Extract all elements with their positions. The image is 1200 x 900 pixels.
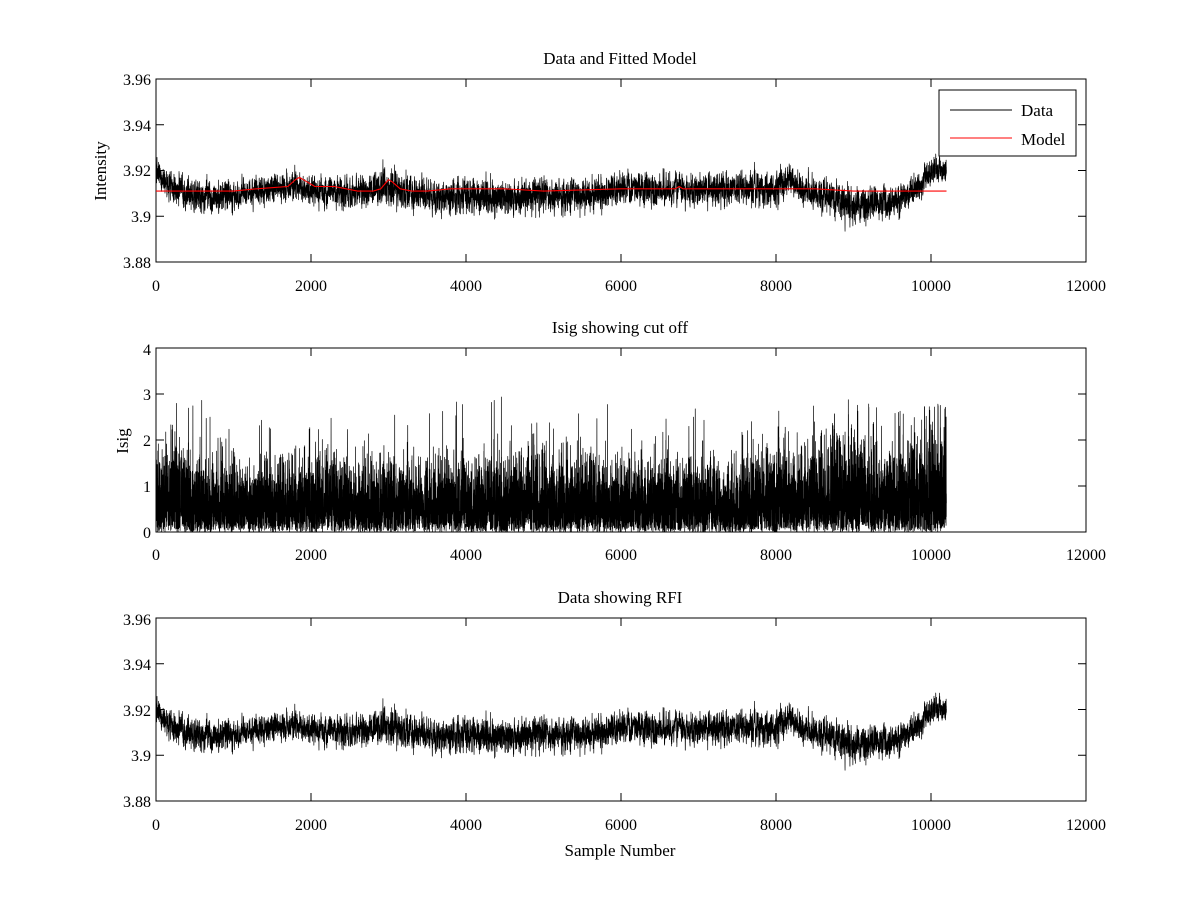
legend-label-data: Data	[1021, 101, 1054, 120]
subplot-data-and-fitted-model: Data and Fitted Model Intensity 0 2000 4…	[91, 49, 1106, 295]
subplot-3-ytick-labels: 3.88 3.9 3.92 3.94 3.96	[123, 612, 151, 811]
series-line-isig	[155, 396, 947, 533]
series-line-data	[155, 692, 947, 771]
subplot-2-ytick-label: 4	[143, 342, 151, 359]
subplot-1-xtick-labels: 0 2000 4000 6000 8000 10000 12000	[152, 278, 1106, 295]
subplot-1-xtick-label: 6000	[605, 278, 637, 295]
subplot-isig-cut-off: Isig showing cut off Isig 0 2000 4000 60…	[113, 318, 1106, 564]
subplot-2-ytick-label: 3	[143, 387, 151, 404]
subplot-1-ytick-label: 3.88	[123, 255, 151, 272]
subplot-3-xtick-label: 6000	[605, 817, 637, 834]
subplot-3-ticks	[155, 617, 1087, 802]
subplot-2-ytick-label: 1	[143, 479, 151, 496]
subplot-1-xtick-label: 0	[152, 278, 160, 295]
subplot-2-ytick-labels: 0 1 2 3 4	[143, 342, 151, 542]
subplot-3-ytick-label: 3.92	[123, 703, 151, 720]
subplot-3-ytick-label: 3.9	[131, 748, 151, 765]
subplot-2-ylabel: Isig	[113, 428, 132, 454]
subplot-1-xtick-label: 12000	[1066, 278, 1106, 295]
legend-box	[938, 89, 1077, 157]
subplot-3-xtick-label: 4000	[450, 817, 482, 834]
subplot-1-ytick-label: 3.94	[123, 118, 151, 135]
subplot-2-xtick-labels: 0 2000 4000 6000 8000 10000 12000	[152, 547, 1106, 564]
subplot-1-xtick-label: 8000	[760, 278, 792, 295]
subplot-2-xtick-label: 12000	[1066, 547, 1106, 564]
subplot-2-xtick-label: 6000	[605, 547, 637, 564]
subplot-2-xtick-label: 4000	[450, 547, 482, 564]
subplot-1-ylabel: Intensity	[91, 141, 110, 201]
subplot-1-xtick-label: 2000	[295, 278, 327, 295]
subplot-3-xtick-labels: 0 2000 4000 6000 8000 10000 12000	[152, 817, 1106, 834]
subplot-3-ytick-label: 3.96	[123, 612, 151, 629]
subplot-2-xtick-label: 8000	[760, 547, 792, 564]
subplot-3-xlabel: Sample Number	[565, 841, 676, 860]
subplot-1-ytick-labels: 3.88 3.9 3.92 3.94 3.96	[123, 72, 151, 272]
subplot-3-xtick-label: 8000	[760, 817, 792, 834]
series-line-model	[156, 176, 947, 192]
subplot-1-ytick-label: 3.96	[123, 72, 151, 89]
subplot-1-ticks	[155, 78, 1087, 263]
subplot-1-legend: Data Model	[938, 89, 1077, 157]
subplot-2-ytick-label: 2	[143, 433, 151, 450]
subplot-2-title: Isig showing cut off	[552, 318, 688, 337]
subplot-3-xtick-label: 0	[152, 817, 160, 834]
series-line-data	[155, 153, 947, 232]
subplot-1-xtick-label: 10000	[911, 278, 951, 295]
subplot-3-xtick-label: 10000	[911, 817, 951, 834]
subplot-3-xtick-label: 12000	[1066, 817, 1106, 834]
subplot-1-xtick-label: 4000	[450, 278, 482, 295]
subplot-2-xtick-label: 0	[152, 547, 160, 564]
subplot-2-ytick-label: 0	[143, 525, 151, 542]
legend-label-model: Model	[1021, 130, 1066, 149]
subplot-3-title: Data showing RFI	[558, 588, 683, 607]
subplot-1-ytick-label: 3.92	[123, 163, 151, 180]
subplot-3-ytick-label: 3.88	[123, 794, 151, 811]
subplot-3-xtick-label: 2000	[295, 817, 327, 834]
subplot-3-ytick-label: 3.94	[123, 657, 151, 674]
subplot-2-xtick-label: 10000	[911, 547, 951, 564]
subplot-1-title: Data and Fitted Model	[543, 49, 697, 68]
subplot-data-showing-rfi: Data showing RFI Sample Number 0 2000 40…	[123, 588, 1106, 860]
subplot-1-ytick-label: 3.9	[131, 209, 151, 226]
subplot-2-xtick-label: 2000	[295, 547, 327, 564]
